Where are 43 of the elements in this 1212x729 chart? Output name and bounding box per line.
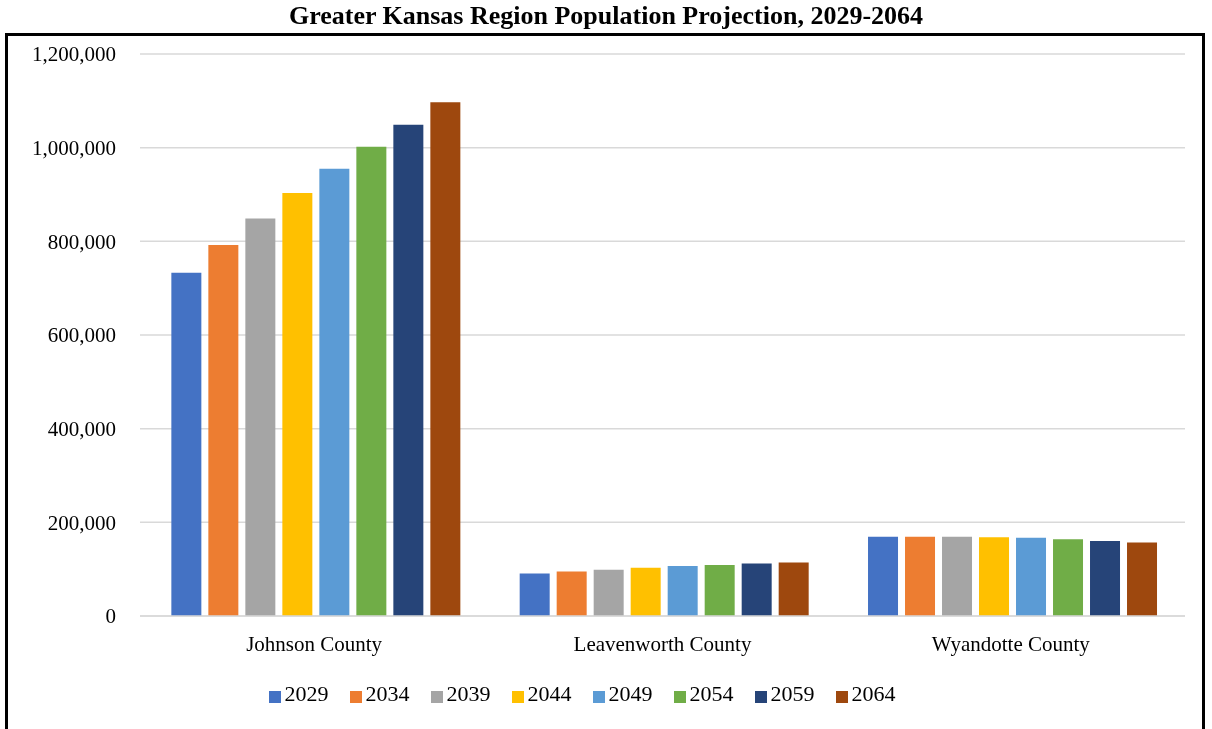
legend-label: 2034 xyxy=(365,681,410,706)
y-tick-label: 200,000 xyxy=(47,510,116,535)
bar xyxy=(356,146,387,616)
bar xyxy=(430,102,461,616)
legend-label: 2054 xyxy=(689,681,734,706)
x-tick-label: Wyandotte County xyxy=(931,631,1091,656)
bar xyxy=(208,245,239,616)
legend-label: 2059 xyxy=(770,681,815,706)
bar xyxy=(942,536,973,616)
legend-label: 2049 xyxy=(608,681,653,706)
bar xyxy=(979,537,1010,616)
y-tick-label: 400,000 xyxy=(47,417,116,442)
bar xyxy=(630,567,661,616)
bar xyxy=(171,272,202,616)
bar xyxy=(778,562,809,616)
y-tick-label: 600,000 xyxy=(47,323,116,348)
legend-label: 2039 xyxy=(446,681,491,706)
x-tick-label: Leavenworth County xyxy=(573,631,752,656)
bar xyxy=(1127,542,1158,616)
bar xyxy=(704,564,735,616)
y-tick-label: 800,000 xyxy=(47,229,116,254)
chart-title: Greater Kansas Region Population Projection, 2029-2064 xyxy=(287,1,925,31)
bar xyxy=(393,124,424,616)
bar xyxy=(593,569,624,616)
legend-label: 2029 xyxy=(284,681,329,706)
bar xyxy=(1090,541,1121,616)
legend-label: 2064 xyxy=(851,681,896,706)
bar xyxy=(905,536,936,616)
bar xyxy=(741,563,772,616)
y-tick-label: 0 xyxy=(105,604,116,629)
y-tick-label: 1,200,000 xyxy=(32,42,116,67)
bar xyxy=(519,573,550,616)
legend-label: 2044 xyxy=(527,681,572,706)
bar xyxy=(667,565,698,616)
y-tick-label: 1,000,000 xyxy=(32,136,116,161)
bar xyxy=(868,536,899,616)
bar xyxy=(556,571,587,616)
bar xyxy=(245,218,276,616)
bar xyxy=(319,168,350,616)
bar xyxy=(1016,537,1047,616)
x-tick-label: Johnson County xyxy=(246,631,383,656)
bar xyxy=(1053,539,1084,616)
bar xyxy=(282,193,313,616)
